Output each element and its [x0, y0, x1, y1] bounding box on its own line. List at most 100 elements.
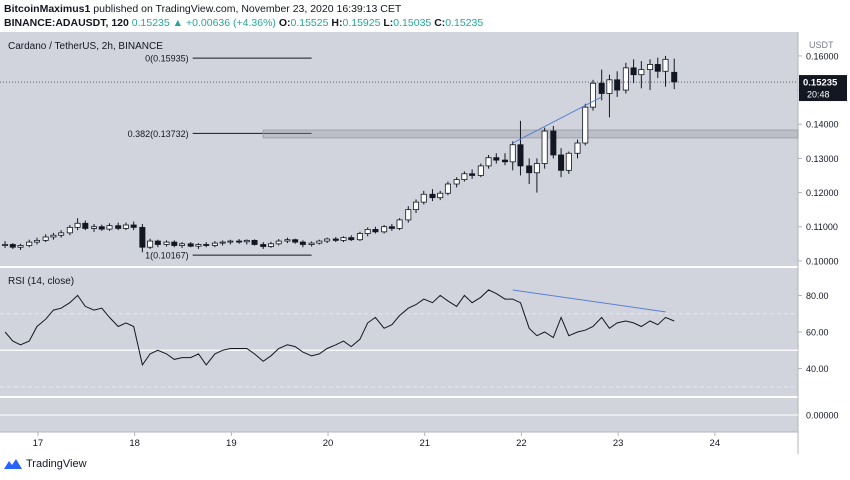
lower-panel-tick-label: 0.00000 [806, 411, 839, 421]
candle-up [91, 226, 98, 229]
candle-down [493, 157, 500, 161]
candle-down [203, 244, 210, 246]
fib-level-label: 0.382(0.13732) [128, 129, 189, 139]
price-tick-label: 0.10000 [806, 256, 839, 266]
last-price-badge-value: 0.15235 [803, 78, 838, 89]
candle-down [171, 241, 178, 246]
price-trend-line [512, 96, 602, 144]
candle-down [388, 226, 395, 229]
candle-up [356, 233, 363, 241]
price-tick-label: 0.11000 [806, 222, 838, 232]
candle-down [614, 79, 621, 91]
time-tick-label: 19 [226, 438, 237, 449]
candle-up [396, 219, 403, 229]
candle-down [154, 240, 161, 245]
rsi-line [4, 289, 675, 367]
candle-up [324, 238, 331, 242]
rsi-tick-label: 40.00 [806, 364, 829, 374]
candle-up [364, 229, 371, 234]
candles [2, 55, 678, 253]
candle-up [589, 82, 596, 108]
candle-up [509, 144, 516, 163]
close-label: C: [434, 17, 446, 29]
low-label: L: [383, 17, 394, 29]
price-tick-label: 0.12000 [806, 188, 839, 198]
header-line-publisher: BitcoinMaximus1 published on TradingView… [4, 3, 401, 15]
up-arrow-icon: ▲ [172, 17, 184, 29]
candle-up [638, 69, 645, 76]
author-name[interactable]: BitcoinMaximus1 [4, 3, 91, 15]
candle-up [147, 240, 154, 248]
chart-area[interactable]: 0(0.15935) 0.382(0.13732) 1(0.10167) 0.160… [0, 32, 850, 454]
candle-up [211, 242, 218, 246]
low-value: 0.15035 [393, 17, 432, 29]
candle-up [122, 224, 129, 229]
candle-up [381, 226, 388, 233]
candle-up [284, 239, 291, 242]
axes: 0.160000.150000.140000.130000.120000.110… [0, 51, 847, 449]
candle-up [485, 157, 492, 167]
candle-up [179, 243, 186, 246]
candle-down [654, 64, 661, 72]
high-value: 0.15925 [342, 17, 381, 29]
price-axis-unit: USDT [809, 40, 834, 50]
candle-up [453, 179, 460, 185]
candle-up [308, 242, 315, 245]
time-tick-label: 22 [516, 438, 527, 449]
candle-down [251, 239, 258, 245]
candle-up [267, 243, 274, 247]
time-tick-label: 17 [33, 438, 44, 449]
close-value: 0.15235 [445, 17, 484, 29]
price-change: +0.00636 (+4.36%) [186, 17, 276, 29]
rsi-tick-label: 80.00 [806, 291, 829, 301]
candle-down [115, 225, 122, 229]
candle-up [17, 245, 24, 248]
time-tick-label: 18 [129, 438, 140, 449]
candle-down [550, 130, 557, 156]
candle-up [582, 106, 589, 144]
published-text: published on TradingView.com, November 2… [93, 3, 402, 15]
candle-up [662, 58, 669, 72]
time-tick-label: 21 [419, 438, 430, 449]
candle-up [647, 64, 654, 70]
candle-up [420, 193, 427, 203]
candle-down [130, 224, 137, 228]
candle-down [429, 193, 436, 199]
rsi-trend-line [512, 289, 666, 313]
candle-down [526, 165, 533, 174]
candle-down [236, 240, 243, 243]
candle-down [630, 67, 637, 76]
high-label: H: [331, 17, 343, 29]
candle-up [316, 240, 323, 244]
candle-up [227, 240, 234, 243]
candle-down [332, 238, 339, 241]
candle-down [139, 226, 146, 248]
tradingview-logo-icon [4, 459, 22, 469]
time-tick-label: 24 [710, 438, 721, 449]
candle-down [98, 226, 105, 230]
candle-up [606, 79, 613, 94]
price-tick-label: 0.13000 [806, 154, 839, 164]
candle-up [66, 226, 73, 234]
rsi-title: RSI (14, close) [8, 276, 74, 287]
rsi-panel[interactable] [0, 268, 798, 396]
candle-up [42, 236, 49, 241]
candle-up [405, 209, 412, 221]
price-panel[interactable] [0, 32, 798, 266]
candle-up [219, 241, 226, 244]
candle-down [82, 222, 89, 229]
candle-down [260, 244, 267, 247]
last-price-badge [799, 75, 847, 102]
symbol-label: BINANCE:ADAUSDT, 120 [4, 17, 129, 29]
header-line-ohlc: BINANCE:ADAUSDT, 120 0.15235 ▲ +0.00636 … [4, 17, 483, 29]
candle-up [275, 240, 282, 245]
candle-up [574, 142, 581, 154]
open-label: O: [278, 17, 291, 29]
rsi-series [0, 289, 798, 388]
footer-brand[interactable]: TradingView [4, 458, 87, 470]
open-value: 0.15525 [290, 17, 329, 29]
candle-up [50, 234, 57, 238]
candle-up [33, 239, 40, 243]
candle-up [26, 241, 33, 246]
candle-up [163, 241, 170, 245]
